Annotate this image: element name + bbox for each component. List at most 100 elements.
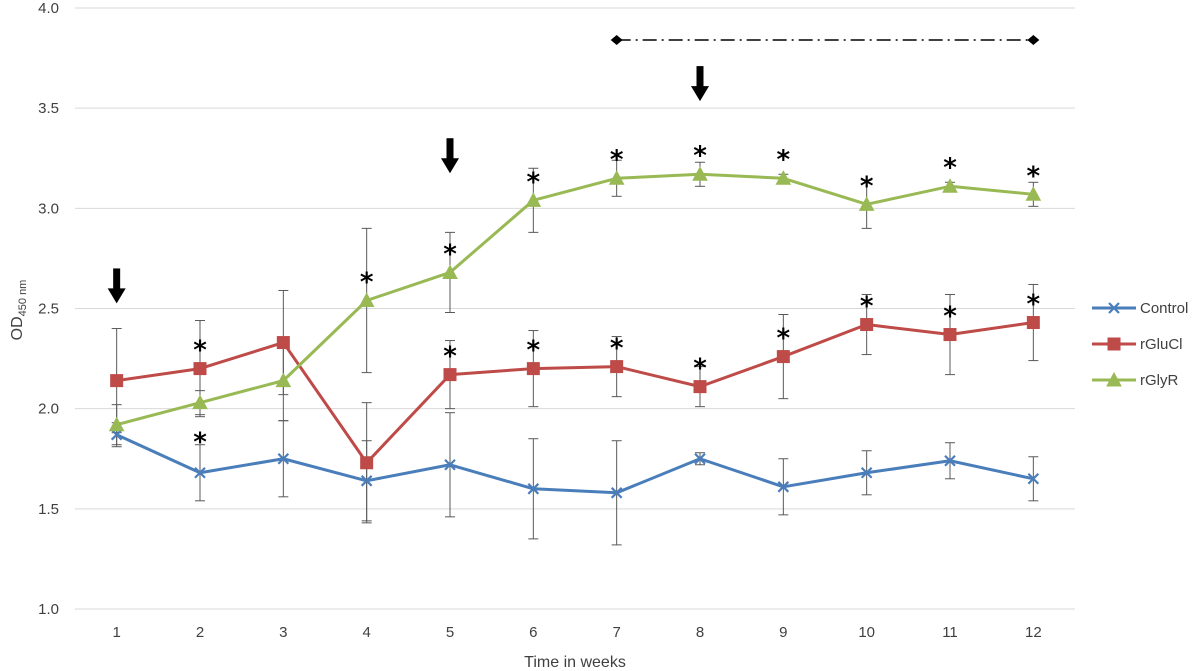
legend-marker-rglyr <box>1106 371 1122 387</box>
data-point-control <box>277 452 290 465</box>
data-point-control <box>1027 473 1040 485</box>
y-tick-label: 3.0 <box>38 200 59 217</box>
x-tick-label: 6 <box>529 624 537 641</box>
data-point-rglucl <box>610 360 624 374</box>
data-point-control <box>777 481 790 493</box>
data-point-control <box>694 452 706 465</box>
data-point-rglyr <box>192 394 208 410</box>
x-tick-label: 10 <box>858 624 875 641</box>
down-arrow-icon <box>691 86 709 102</box>
series-markers <box>108 166 1042 499</box>
significance-star: * <box>610 334 624 364</box>
down-arrow-icon <box>113 268 121 291</box>
legend-label-rglyr: rGlyR <box>1140 372 1178 389</box>
y-tick-label: 1.5 <box>38 501 59 518</box>
data-point-control <box>110 428 123 441</box>
data-point-rglucl <box>110 374 124 388</box>
x-axis-title: Time in weeks <box>524 654 626 671</box>
data-point-rglucl <box>193 362 207 376</box>
significance-star: * <box>777 145 791 175</box>
y-tick-label: 2.5 <box>38 301 59 318</box>
down-arrow-icon <box>441 158 459 174</box>
data-point-rglucl <box>776 350 790 364</box>
down-arrow-icon <box>446 138 454 161</box>
down-arrow-icon <box>696 66 704 89</box>
significance-star: * <box>1027 289 1041 319</box>
data-point-rglucl <box>860 318 874 332</box>
legend-marker-rglucl <box>1107 337 1121 351</box>
y-tick-label: 4.0 <box>38 0 59 17</box>
data-point-rglucl <box>443 368 457 382</box>
significance-star: * <box>943 301 957 331</box>
gridlines <box>75 7 1075 610</box>
significance-star: * <box>693 141 707 171</box>
significance-star: * <box>443 342 457 372</box>
y-axis-ticks: 1.0 1.5 2.0 2.5 3.0 3.5 4.0 <box>38 0 59 618</box>
series-line-control <box>116 433 1034 495</box>
significance-star: * <box>193 428 207 458</box>
data-point-rglucl <box>943 328 957 342</box>
x-tick-label: 11 <box>942 624 958 641</box>
legend-marker-control <box>1108 302 1120 314</box>
x-tick-label: 8 <box>696 624 704 641</box>
legend-label-rglucl: rGluCl <box>1140 336 1183 353</box>
y-tick-label: 3.5 <box>38 100 59 117</box>
data-point-rglyr <box>442 264 458 279</box>
data-point-rglyr <box>692 166 708 181</box>
series-lines <box>116 172 1034 495</box>
x-tick-label: 12 <box>1025 624 1042 641</box>
data-point-rglyr <box>608 170 625 185</box>
y-axis-title-sub: 450 nm <box>17 280 29 317</box>
significance-star: * <box>360 267 374 297</box>
y-tick-label: 1.0 <box>38 601 59 618</box>
data-point-control <box>360 475 373 487</box>
significance-star: * <box>860 291 874 321</box>
data-point-rglucl <box>693 380 707 394</box>
significance-star: * <box>527 167 541 197</box>
significance-star: * <box>860 171 874 201</box>
data-point-control <box>610 487 623 499</box>
data-point-rglyr <box>525 192 542 207</box>
bracket-end-diamond-icon <box>1027 35 1040 46</box>
data-point-rglucl <box>360 456 374 470</box>
data-point-control <box>444 458 456 471</box>
significance-star: * <box>443 239 457 269</box>
significance-star: * <box>943 153 957 183</box>
annotation-bracket <box>610 35 1040 46</box>
data-point-control <box>860 466 873 479</box>
x-tick-label: 1 <box>112 624 120 641</box>
x-tick-label: 2 <box>196 624 204 641</box>
data-point-control <box>527 483 540 495</box>
legend-label-control: Control <box>1140 300 1188 317</box>
y-axis-title-main: OD <box>9 316 26 340</box>
series-line-rglucl <box>116 321 1034 465</box>
data-point-rglyr <box>858 196 875 211</box>
data-point-control <box>194 466 206 479</box>
legend: Control rGluCl rGlyR <box>1092 300 1188 389</box>
significance-star: * <box>193 336 207 366</box>
data-point-rglyr <box>775 170 792 185</box>
significance-star: * <box>777 324 791 354</box>
data-point-rglyr <box>108 416 125 432</box>
data-point-control <box>944 454 956 467</box>
x-tick-label: 4 <box>362 624 370 641</box>
significance-star: * <box>693 354 707 384</box>
x-tick-label: 7 <box>612 624 620 641</box>
series-line-rglyr <box>116 172 1034 427</box>
significance-star: * <box>610 145 624 175</box>
y-axis-title: OD450 nm <box>9 280 29 341</box>
x-tick-label: 3 <box>279 624 287 641</box>
significance-star: * <box>527 336 541 366</box>
data-point-rglucl <box>1026 316 1040 330</box>
x-tick-label: 9 <box>779 624 787 641</box>
x-tick-label: 5 <box>446 624 454 641</box>
data-point-rglyr <box>358 292 375 307</box>
significance-marks: * * * * * * * * * * * * * * * * * * * <box>193 141 1040 457</box>
x-axis-ticks: 1 2 3 4 5 6 7 8 9 10 11 12 <box>112 624 1041 641</box>
bracket-start-diamond-icon <box>610 35 623 46</box>
y-tick-label: 2.0 <box>38 401 59 418</box>
data-point-rglyr <box>1025 186 1042 201</box>
down-arrow-icon <box>107 288 126 304</box>
data-point-rglyr <box>275 372 292 388</box>
